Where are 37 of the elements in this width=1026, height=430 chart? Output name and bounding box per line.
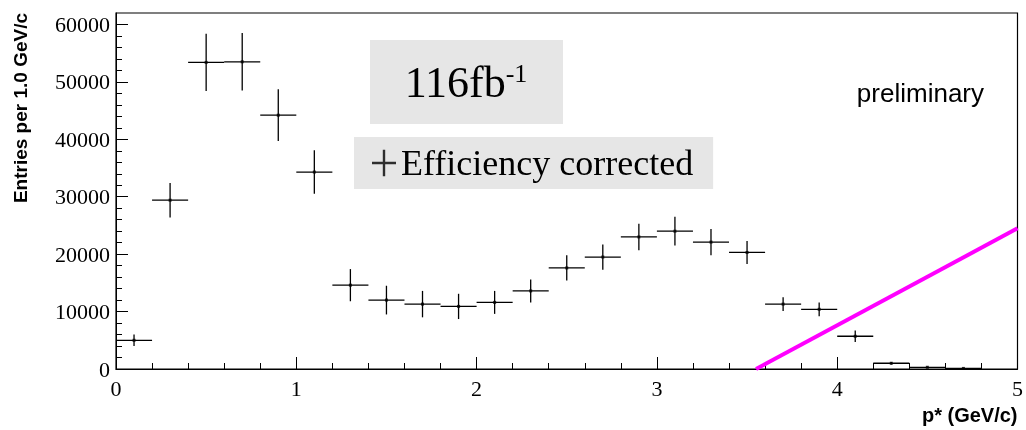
- point: [240, 60, 244, 64]
- x-tick-label: 5: [1012, 375, 1023, 401]
- point: [421, 302, 425, 306]
- x-tick-label: 2: [471, 375, 483, 401]
- point: [312, 170, 316, 174]
- point: [565, 266, 569, 270]
- y-tick-label: 0: [99, 356, 110, 382]
- y-tick-label: 20000: [55, 241, 110, 267]
- x-axis-title: p* (GeV/c): [921, 404, 1018, 426]
- y-axis-title: Entries per 1.0 GeV/c: [10, 12, 31, 204]
- point: [781, 302, 785, 306]
- point: [709, 240, 713, 244]
- y-tick-label: 40000: [55, 126, 110, 152]
- y-tick-label: 10000: [55, 299, 110, 325]
- point: [204, 60, 208, 64]
- point: [276, 113, 280, 117]
- point: [817, 307, 821, 311]
- point: [637, 235, 641, 239]
- point: [853, 334, 857, 338]
- point: [348, 283, 352, 287]
- x-tick-label: 1: [290, 375, 302, 401]
- point: [673, 229, 677, 233]
- y-tick-label: 30000: [55, 184, 110, 210]
- point: [132, 338, 136, 342]
- point: [493, 300, 497, 304]
- point: [601, 255, 605, 259]
- point: [457, 304, 461, 308]
- y-tick-label: 50000: [55, 69, 110, 95]
- annotation: preliminary: [856, 78, 985, 108]
- point: [168, 198, 172, 202]
- point: [384, 298, 388, 302]
- point: [529, 289, 533, 293]
- legend-label: Efficiency corrected: [401, 143, 694, 183]
- x-tick-label: 3: [651, 375, 663, 401]
- point: [745, 250, 749, 254]
- x-tick-label: 4: [831, 375, 843, 401]
- y-tick-label: 60000: [55, 11, 110, 37]
